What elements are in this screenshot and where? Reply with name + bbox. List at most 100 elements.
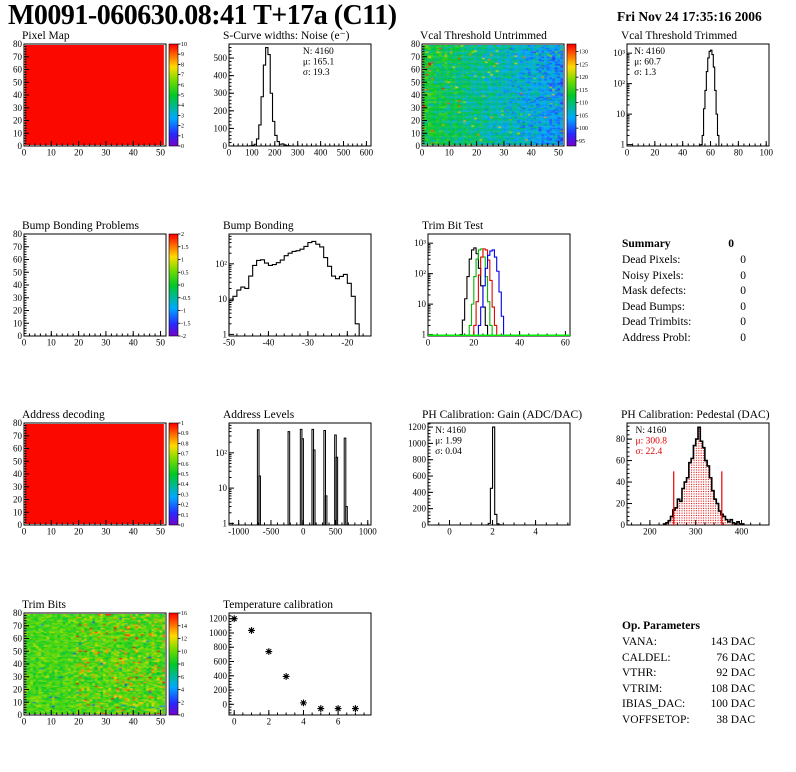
op-row: VTRIM: 108 DAC xyxy=(622,682,755,695)
svg-text:60: 60 xyxy=(13,444,23,454)
svg-text:-50: -50 xyxy=(223,338,235,348)
svg-text:115: 115 xyxy=(579,88,588,94)
svg-text:50: 50 xyxy=(13,646,23,656)
svg-text:σ: 0.04: σ: 0.04 xyxy=(435,447,462,457)
vcal-trimmed-chart: Vcal Threshold Trimmed 0 20 40 60 80 100 1 10 10²… xyxy=(597,30,796,202)
svg-text:10: 10 xyxy=(13,697,23,707)
svg-text:N: 4160: N: 4160 xyxy=(634,47,665,57)
svg-text:0: 0 xyxy=(621,520,626,530)
temp-calibration-chart: Temperature calibration 0 2 4 6 0 200 400 600 800… xyxy=(199,599,398,771)
svg-text:600: 600 xyxy=(413,471,427,481)
svg-text:130: 130 xyxy=(579,50,588,56)
svg-text:30: 30 xyxy=(13,482,23,492)
svg-text:14: 14 xyxy=(181,624,187,630)
svg-text:1: 1 xyxy=(181,421,184,427)
svg-text:N: 4160: N: 4160 xyxy=(636,426,667,436)
svg-text:400: 400 xyxy=(214,71,228,81)
svg-text:0: 0 xyxy=(227,148,232,158)
svg-text:40: 40 xyxy=(515,338,525,348)
svg-text:500: 500 xyxy=(329,527,343,537)
svg-text:10: 10 xyxy=(218,483,228,493)
svg-text:600: 600 xyxy=(214,657,228,667)
svg-text:S-Curve widths: Noise (e⁻): S-Curve widths: Noise (e⁻) xyxy=(223,30,350,42)
op-row: IBIAS_DAC: 100 DAC xyxy=(622,698,755,711)
svg-text:-20: -20 xyxy=(341,338,353,348)
svg-text:30: 30 xyxy=(13,103,23,113)
svg-text:2: 2 xyxy=(490,527,495,537)
svg-text:300: 300 xyxy=(214,88,228,98)
svg-text:10: 10 xyxy=(616,109,626,119)
svg-text:30: 30 xyxy=(13,293,23,303)
svg-text:60: 60 xyxy=(616,456,626,466)
summary-row: Noisy Pixels: 0 xyxy=(622,269,746,282)
svg-text:0.5: 0.5 xyxy=(181,472,189,478)
svg-text:0: 0 xyxy=(181,713,184,719)
svg-text:10: 10 xyxy=(218,294,228,304)
svg-text:4: 4 xyxy=(181,688,184,694)
svg-text:20: 20 xyxy=(74,148,84,158)
svg-text:70: 70 xyxy=(13,52,23,62)
svg-text:80: 80 xyxy=(616,434,626,444)
svg-text:-30: -30 xyxy=(302,338,314,348)
svg-text:1: 1 xyxy=(223,518,228,528)
svg-text:40: 40 xyxy=(13,280,23,290)
svg-text:105: 105 xyxy=(579,113,588,119)
svg-text:200: 200 xyxy=(214,106,228,116)
svg-text:50: 50 xyxy=(156,148,166,158)
svg-text:Vcal Threshold Trimmed: Vcal Threshold Trimmed xyxy=(621,30,737,42)
svg-text:σ: 19.3: σ: 19.3 xyxy=(303,68,330,78)
svg-text:80: 80 xyxy=(13,608,23,618)
svg-text:70: 70 xyxy=(411,52,421,62)
summary-row: Dead Trimbits: 0 xyxy=(622,316,746,329)
svg-text:N: 4160: N: 4160 xyxy=(435,426,466,436)
op-row: VTHR: 92 DAC xyxy=(622,667,755,680)
svg-text:30: 30 xyxy=(101,527,111,537)
svg-text:6: 6 xyxy=(181,675,184,681)
svg-text:1: 1 xyxy=(422,330,427,340)
op-row: VANA: 143 DAC xyxy=(622,636,755,648)
svg-text:300: 300 xyxy=(689,527,703,537)
svg-text:20: 20 xyxy=(74,527,84,537)
svg-text:1: 1 xyxy=(223,329,228,339)
svg-text:80: 80 xyxy=(13,229,23,239)
svg-text:0.2: 0.2 xyxy=(181,503,189,509)
svg-text:0: 0 xyxy=(181,523,184,529)
svg-text:0: 0 xyxy=(181,144,184,150)
svg-text:1200: 1200 xyxy=(408,422,427,432)
svg-text:60: 60 xyxy=(706,148,716,158)
svg-text:0: 0 xyxy=(625,148,630,158)
svg-text:1: 1 xyxy=(181,134,184,140)
svg-text:0: 0 xyxy=(18,141,23,151)
svg-text:Pixel Map: Pixel Map xyxy=(22,30,70,42)
svg-text:80: 80 xyxy=(13,418,23,428)
svg-text:0: 0 xyxy=(22,338,27,348)
svg-text:30: 30 xyxy=(499,148,509,158)
svg-text:-1000: -1000 xyxy=(228,527,249,537)
svg-text:9: 9 xyxy=(181,52,184,58)
svg-text:0: 0 xyxy=(22,717,27,727)
svg-text:80: 80 xyxy=(734,148,744,158)
svg-text:50: 50 xyxy=(156,527,166,537)
svg-text:0: 0 xyxy=(232,717,237,727)
svg-text:10: 10 xyxy=(13,318,23,328)
svg-text:10: 10 xyxy=(47,338,57,348)
svg-text:70: 70 xyxy=(13,431,23,441)
svg-text:-1: -1 xyxy=(181,309,186,315)
svg-text:0: 0 xyxy=(18,331,23,341)
address-decoding-chart: Address decoding 0 10 20 30 40 50 0 10 20 30 40 50 60… xyxy=(0,409,199,581)
svg-text:30: 30 xyxy=(101,338,111,348)
svg-text:4: 4 xyxy=(533,527,538,537)
svg-text:10: 10 xyxy=(13,507,23,517)
op-parameters-panel: Op. Parameters VANA: 143 DAC CALDEL: 76 DA… xyxy=(622,618,755,729)
svg-text:0: 0 xyxy=(22,148,27,158)
summary-row: Address Probl: 0 xyxy=(622,331,746,344)
svg-text:2: 2 xyxy=(267,717,272,727)
svg-text:0: 0 xyxy=(223,141,228,151)
svg-text:50: 50 xyxy=(554,148,564,158)
summary-row: Dead Pixels: 0 xyxy=(622,254,746,266)
svg-text:10²: 10² xyxy=(613,79,625,89)
svg-text:Temperature calibration: Temperature calibration xyxy=(223,599,333,611)
svg-text:6: 6 xyxy=(181,83,184,89)
summary-row: Mask defects: 0 xyxy=(622,285,746,298)
bump-problems-chart: Bump Bonding Problems 0 10 20 30 40 50 0 10 20 30 4… xyxy=(0,220,199,392)
